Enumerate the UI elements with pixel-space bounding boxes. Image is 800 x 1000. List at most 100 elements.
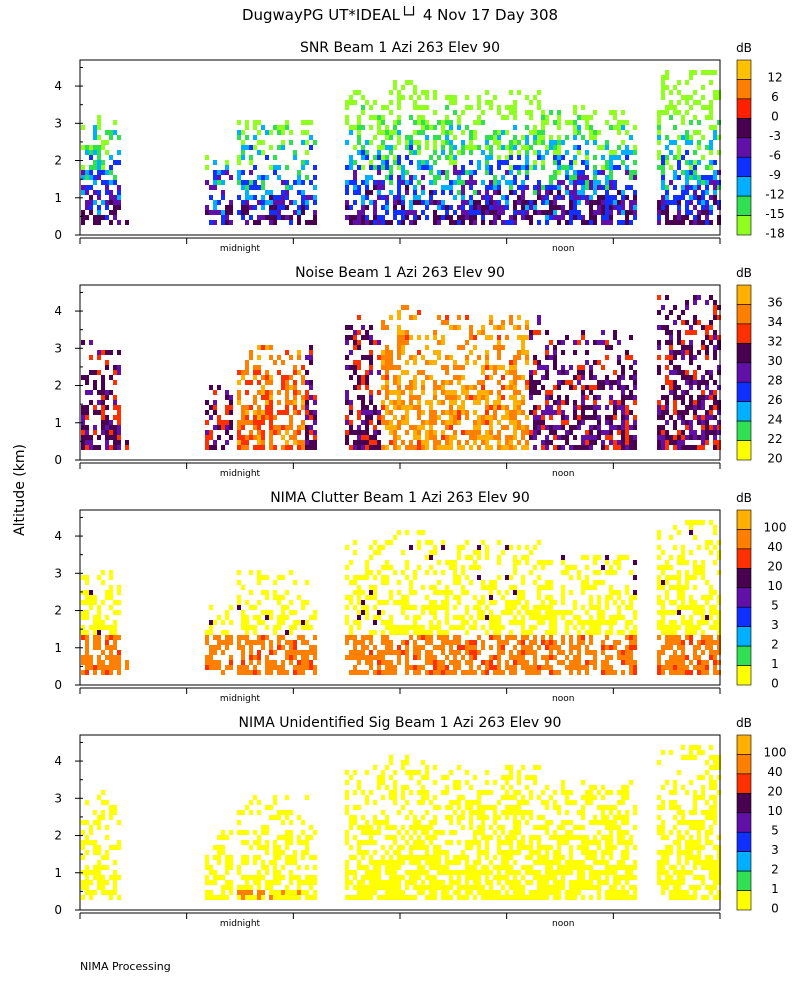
heatmap-cell [533, 165, 537, 170]
heatmap-cell [593, 215, 597, 220]
heatmap-cell [301, 195, 305, 200]
heatmap-cell [625, 210, 629, 215]
heatmap-cell [625, 645, 629, 650]
heatmap-cell [445, 115, 449, 120]
heatmap-cell [261, 440, 265, 445]
heatmap-cell [105, 180, 109, 185]
heatmap-cell [657, 115, 661, 120]
heatmap-cell [285, 835, 289, 840]
heatmap-cell [277, 210, 281, 215]
heatmap-cell [533, 640, 537, 645]
heatmap-cell [417, 635, 421, 640]
heatmap-cell [457, 125, 461, 130]
heatmap-cell [489, 220, 493, 225]
heatmap-cell [297, 220, 301, 225]
heatmap-cell [401, 215, 405, 220]
heatmap-cell [553, 360, 557, 365]
heatmap-cell [109, 805, 113, 810]
heatmap-cell [217, 635, 221, 640]
heatmap-cell [709, 325, 713, 330]
heatmap-cell [213, 845, 217, 850]
heatmap-cell [549, 140, 553, 145]
heatmap-cell [297, 370, 301, 375]
heatmap-cell [669, 90, 673, 95]
heatmap-cell [665, 190, 669, 195]
heatmap-cell [621, 370, 625, 375]
heatmap-cell [401, 340, 405, 345]
heatmap-cell [589, 200, 593, 205]
heatmap-cell [573, 625, 577, 630]
colorbar-swatch [736, 568, 752, 589]
heatmap-cell [105, 825, 109, 830]
heatmap-cell [497, 590, 501, 595]
heatmap-cell [669, 220, 673, 225]
heatmap-cell [473, 335, 477, 340]
heatmap-cell [281, 620, 285, 625]
heatmap-cell [545, 330, 549, 335]
heatmap-cell [665, 665, 669, 670]
heatmap-cell [569, 165, 573, 170]
heatmap-cell [553, 345, 557, 350]
heatmap-cell [561, 435, 565, 440]
heatmap-cell [625, 425, 629, 430]
heatmap-cell [657, 120, 661, 125]
heatmap-cell [629, 150, 633, 155]
heatmap-cell [109, 190, 113, 195]
heatmap-cell [85, 215, 89, 220]
heatmap-cell [205, 400, 209, 405]
heatmap-cell [353, 650, 357, 655]
heatmap-cell [265, 215, 269, 220]
heatmap-cell [445, 380, 449, 385]
heatmap-cell [613, 445, 617, 450]
heatmap-cell [517, 640, 521, 645]
heatmap-cell [661, 665, 665, 670]
heatmap-cell [669, 440, 673, 445]
heatmap-cell [549, 595, 553, 600]
heatmap-cell [485, 605, 489, 610]
heatmap-cell [549, 440, 553, 445]
heatmap-cell [701, 395, 705, 400]
heatmap-cell [261, 415, 265, 420]
heatmap-cell [657, 370, 661, 375]
heatmap-cell [461, 590, 465, 595]
heatmap-cell [461, 170, 465, 175]
heatmap-cell [301, 855, 305, 860]
heatmap-cell [717, 630, 721, 635]
heatmap-cell [345, 415, 349, 420]
heatmap-cell [229, 405, 233, 410]
heatmap-cell [437, 590, 441, 595]
heatmap-cell [621, 385, 625, 390]
heatmap-cell [657, 425, 661, 430]
heatmap-cell [381, 130, 385, 135]
heatmap-cell [677, 430, 681, 435]
heatmap-cell [621, 395, 625, 400]
heatmap-cell [433, 545, 437, 550]
heatmap-cell [89, 400, 93, 405]
heatmap-cell [281, 195, 285, 200]
heatmap-cell [105, 405, 109, 410]
heatmap-cell [585, 415, 589, 420]
heatmap-cell [93, 635, 97, 640]
heatmap-cell [97, 220, 101, 225]
heatmap-cell [361, 410, 365, 415]
heatmap-cell [385, 660, 389, 665]
heatmap-cell [549, 200, 553, 205]
heatmap-cell [413, 575, 417, 580]
heatmap-cell [241, 660, 245, 665]
heatmap-cell [105, 390, 109, 395]
heatmap-cell [421, 610, 425, 615]
heatmap-cell [97, 160, 101, 165]
heatmap-cell [485, 135, 489, 140]
heatmap-cell [525, 185, 529, 190]
heatmap-cell [397, 165, 401, 170]
heatmap-cell [289, 570, 293, 575]
heatmap-cell [525, 355, 529, 360]
heatmap-cell [565, 185, 569, 190]
heatmap-cell [485, 90, 489, 95]
heatmap-cell [561, 415, 565, 420]
heatmap-cell [93, 165, 97, 170]
heatmap-cell [421, 625, 425, 630]
heatmap-cell [261, 445, 265, 450]
heatmap-cell [717, 650, 721, 655]
heatmap-cell [553, 150, 557, 155]
